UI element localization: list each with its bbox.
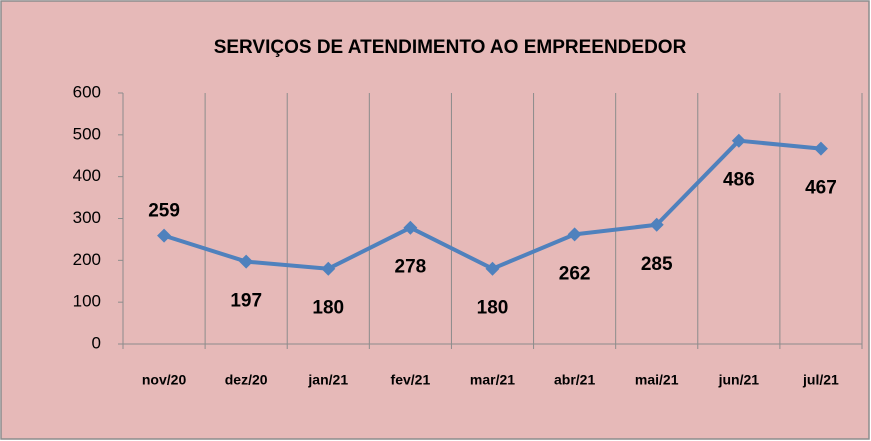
- data-label: 259: [148, 201, 180, 222]
- x-tick-label: mar/21: [470, 372, 515, 388]
- chart-title: SERVIÇOS DE ATENDIMENTO AO EMPREENDEDOR: [214, 37, 687, 58]
- x-tick-label: abr/21: [554, 372, 595, 388]
- x-tick-label: fev/21: [391, 372, 431, 388]
- y-tick-label: 100: [73, 292, 101, 311]
- y-tick-label: 500: [73, 124, 101, 143]
- marker: [321, 261, 336, 276]
- data-label: 467: [805, 178, 837, 199]
- marker: [239, 254, 254, 269]
- data-label: 278: [395, 257, 427, 278]
- x-tick-label: mai/21: [635, 372, 679, 388]
- marker: [731, 133, 746, 148]
- x-tick-label: jun/21: [718, 372, 760, 388]
- y-tick-label: 300: [73, 208, 101, 227]
- x-tick-label: jul/21: [802, 372, 839, 388]
- x-tick-label: jan/21: [307, 372, 348, 388]
- data-label: 285: [641, 254, 673, 275]
- marker: [567, 227, 582, 242]
- y-tick-label: 400: [73, 166, 101, 185]
- y-tick-label: 200: [73, 250, 101, 269]
- y-tick-label: 0: [92, 333, 101, 352]
- data-label: 180: [477, 298, 509, 319]
- data-label: 486: [723, 170, 755, 191]
- y-tick-label: 600: [73, 82, 101, 101]
- data-label: 262: [559, 263, 591, 284]
- marker: [813, 141, 828, 156]
- marker: [157, 228, 172, 243]
- marker: [649, 217, 664, 232]
- x-tick-label: nov/20: [142, 372, 187, 388]
- data-label: 197: [230, 291, 262, 312]
- marker: [403, 220, 418, 235]
- x-tick-label: dez/20: [225, 372, 268, 388]
- data-label: 180: [312, 298, 344, 319]
- marker: [485, 261, 500, 276]
